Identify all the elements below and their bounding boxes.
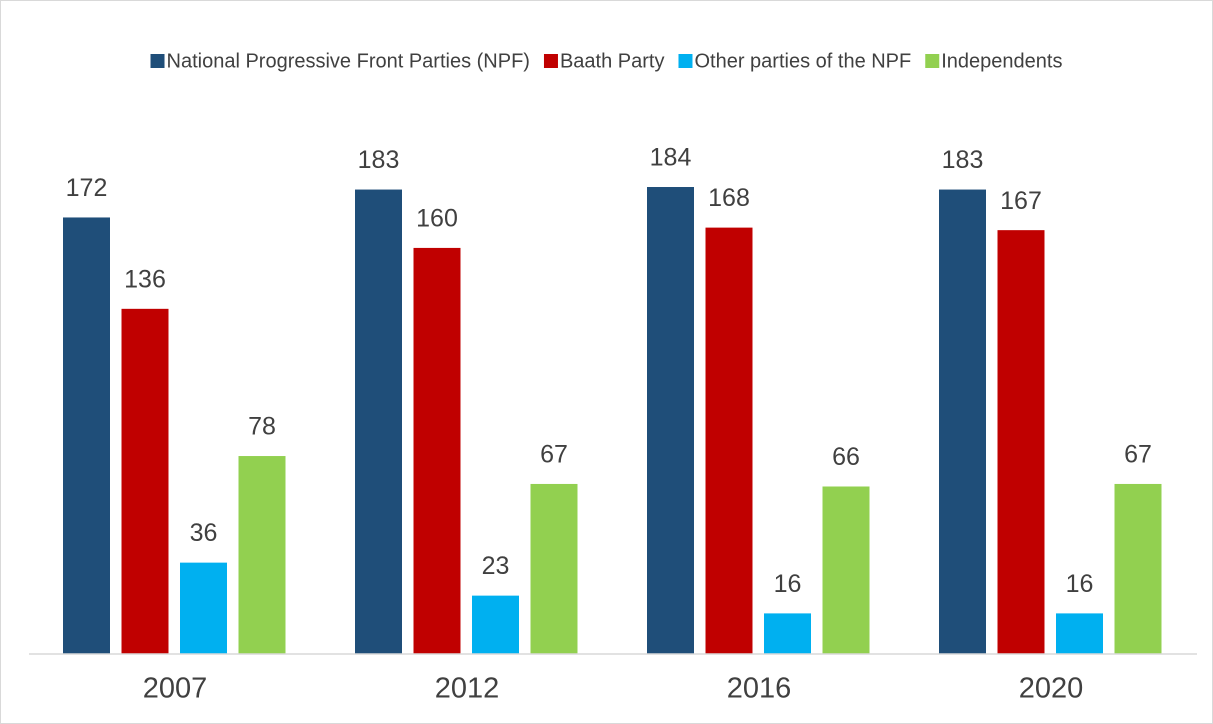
bar [63, 217, 110, 655]
value-label: 168 [708, 184, 750, 212]
legend-label: National Progressive Front Parties (NPF) [167, 50, 530, 72]
value-label: 67 [540, 441, 568, 469]
x-tick-label: 2020 [1019, 673, 1084, 705]
legend-swatch [543, 54, 558, 68]
bar [997, 230, 1045, 655]
value-label: 172 [66, 174, 108, 202]
bar [1114, 483, 1162, 654]
value-label: 183 [358, 146, 400, 174]
bar [413, 247, 461, 655]
x-tick-label: 2016 [727, 673, 792, 705]
legend-label: Baath Party [560, 50, 665, 72]
value-label: 78 [248, 413, 276, 441]
legend-swatch [925, 54, 940, 68]
value-label: 160 [416, 205, 458, 233]
value-label: 66 [832, 443, 860, 471]
bar [1056, 613, 1103, 654]
bar [822, 486, 870, 654]
legend-swatch [678, 54, 693, 68]
value-label: 23 [482, 552, 510, 580]
value-label: 167 [1000, 187, 1042, 215]
bar [238, 456, 286, 654]
bar [764, 613, 811, 654]
legend-label: Other parties of the NPF [694, 50, 911, 72]
value-label: 136 [124, 265, 166, 293]
value-label: 16 [1066, 570, 1094, 598]
legend-label: Independents [941, 50, 1062, 72]
bar [530, 483, 578, 654]
bar [472, 595, 519, 654]
value-label: 16 [774, 570, 802, 598]
value-label: 36 [190, 519, 218, 547]
bar [121, 308, 169, 654]
bar [180, 562, 227, 654]
bar [705, 227, 753, 654]
bar [939, 189, 986, 654]
value-label: 183 [942, 146, 984, 174]
value-label: 184 [650, 144, 692, 172]
legend-swatch [150, 54, 165, 68]
x-tick-label: 2012 [435, 673, 500, 705]
x-tick-label: 2007 [143, 673, 208, 705]
value-label: 67 [1124, 441, 1152, 469]
bar [647, 187, 694, 654]
bar [355, 189, 402, 654]
